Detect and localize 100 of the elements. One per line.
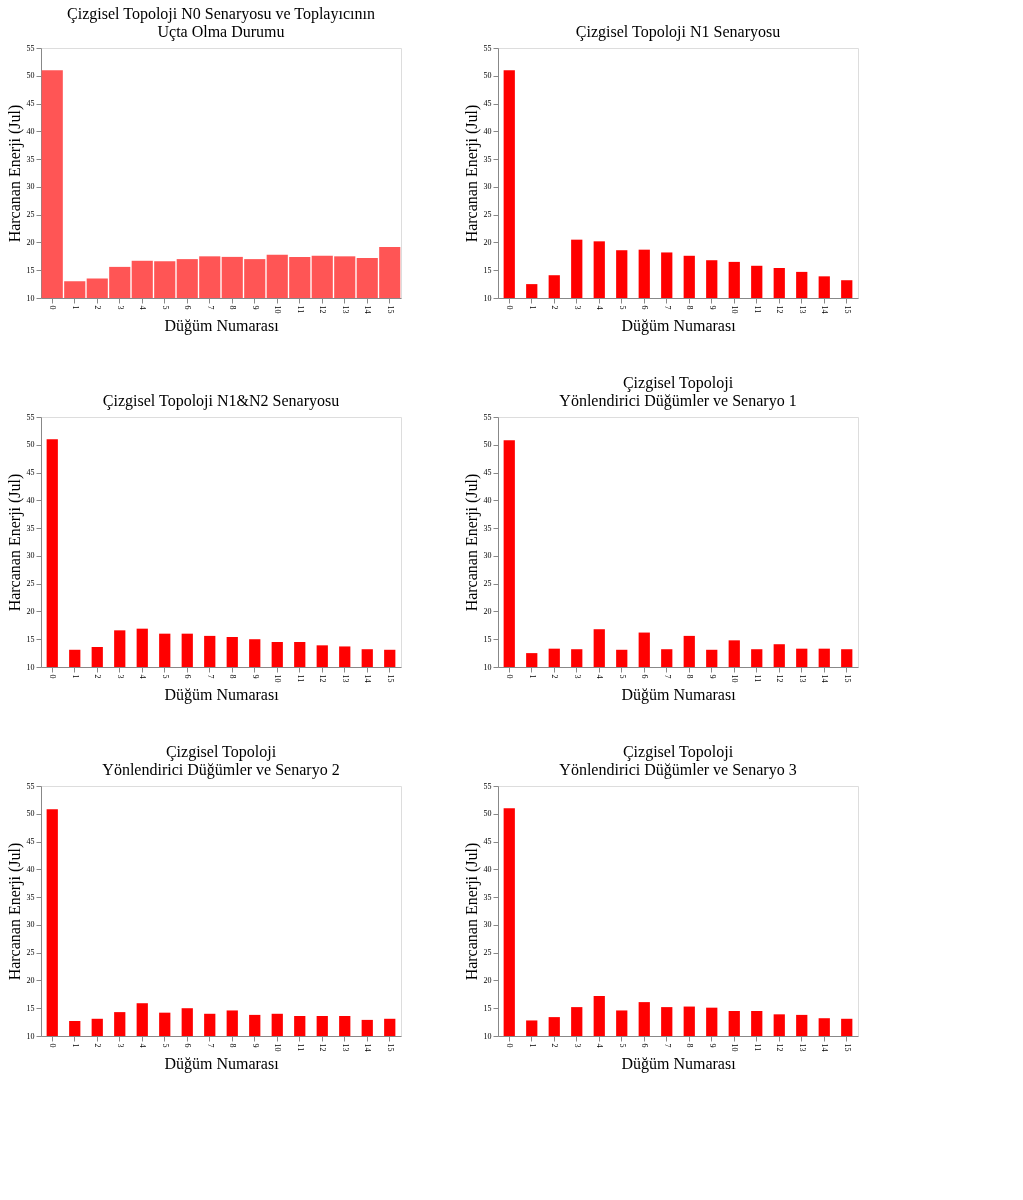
chart-title: Çizgisel Topoloji Yönlendirici Düğümler ve Senaryo 1 — [559, 374, 797, 410]
x-tick-label: 15 — [385, 305, 395, 314]
x-tick-label: 6 — [183, 1043, 193, 1048]
x-tick-label: 2 — [93, 305, 103, 310]
y-tick-label: 50 — [26, 440, 35, 450]
x-tick-label: 0 — [505, 674, 515, 679]
x-tick-label: 6 — [640, 1043, 650, 1048]
x-tick-label: 10 — [273, 305, 283, 314]
y-tick-label: 25 — [483, 579, 492, 589]
y-tick-label: 15 — [483, 265, 492, 275]
x-tick-label: 13 — [340, 674, 350, 683]
x-tick-label: 2 — [550, 305, 560, 310]
x-tick-label: 15 — [842, 674, 852, 683]
y-tick-label: 15 — [26, 1003, 35, 1013]
y-tick-label: 45 — [483, 468, 492, 478]
x-tick-label: 9 — [250, 674, 260, 679]
y-tick-label: 25 — [26, 210, 35, 220]
x-tick-label: 4 — [138, 674, 148, 679]
y-tick-label: 30 — [483, 551, 492, 561]
x-tick-label: 0 — [505, 305, 515, 310]
x-tick-label: 3 — [115, 1043, 125, 1048]
x-tick-label: 10 — [273, 1043, 283, 1052]
x-tick-label: 1 — [70, 1043, 80, 1048]
y-tick-label: 30 — [483, 182, 492, 192]
chart-title: Çizgisel Topoloji N1&N2 Senaryosu — [102, 392, 340, 410]
x-tick-label: 12 — [775, 1043, 785, 1052]
y-tick-label: 35 — [26, 154, 35, 164]
x-tick-label: 15 — [385, 1043, 395, 1052]
x-tick-label: 13 — [340, 1043, 350, 1052]
y-tick-label: 35 — [483, 523, 492, 533]
y-tick-label: 20 — [483, 975, 492, 985]
x-tick-label: 10 — [730, 674, 740, 683]
x-tick-label: 4 — [595, 674, 605, 679]
x-tick-label: 11 — [752, 305, 762, 314]
x-axis-title: Düğüm Numarası — [164, 316, 280, 335]
y-tick-label: 40 — [483, 126, 492, 136]
y-tick-label: 45 — [26, 837, 35, 847]
x-tick-label: 6 — [640, 305, 650, 310]
y-tick-label: 20 — [483, 606, 492, 616]
y-tick-label: 15 — [26, 265, 35, 275]
y-tick-label: 10 — [26, 293, 35, 303]
y-tick-label: 20 — [26, 975, 35, 985]
x-tick-label: 5 — [160, 305, 170, 310]
y-tick-label: 10 — [26, 1031, 35, 1041]
x-tick-label: 15 — [842, 305, 852, 314]
x-tick-label: 11 — [752, 674, 762, 683]
x-tick-label: 14 — [363, 674, 373, 683]
x-tick-label: 8 — [685, 674, 695, 679]
x-tick-label: 9 — [707, 305, 717, 310]
y-tick-label: 30 — [26, 920, 35, 930]
chart-title: Çizgisel Topoloji N1 Senaryosu — [575, 23, 781, 41]
y-tick-label: 35 — [26, 892, 35, 902]
x-tick-label: 4 — [138, 1043, 148, 1048]
x-tick-label: 7 — [662, 1043, 672, 1048]
x-tick-label: 12 — [318, 1043, 328, 1052]
y-tick-label: 40 — [483, 864, 492, 874]
y-tick-label: 25 — [483, 210, 492, 220]
x-tick-label: 5 — [160, 1043, 170, 1048]
chart-title: Çizgisel Topoloji Yönlendirici Düğümler ve Senaryo 2 — [102, 743, 340, 779]
x-tick-label: 7 — [662, 674, 672, 679]
x-tick-label: 11 — [295, 1043, 305, 1052]
x-axis-title: Düğüm Numarası — [621, 1054, 737, 1073]
y-tick-label: 25 — [483, 948, 492, 958]
y-tick-label: 10 — [483, 1031, 492, 1041]
y-tick-label: 50 — [26, 71, 35, 81]
x-tick-label: 13 — [797, 674, 807, 683]
x-tick-label: 10 — [273, 674, 283, 683]
y-tick-label: 55 — [26, 43, 35, 53]
x-tick-label: 6 — [640, 674, 650, 679]
x-axis-title: Düğüm Numarası — [621, 316, 737, 335]
y-tick-label: 10 — [483, 293, 492, 303]
chart-title: Çizgisel Topoloji N0 Senaryosu ve Toplayıcının Uçta Olma Durumu — [67, 5, 375, 41]
x-tick-label: 4 — [138, 305, 148, 310]
x-tick-label: 3 — [115, 674, 125, 679]
y-axis-title: Harcanan Enerji (Jul) — [462, 842, 481, 981]
x-tick-label: 12 — [318, 674, 328, 683]
y-tick-label: 20 — [26, 606, 35, 616]
y-tick-label: 40 — [26, 495, 35, 505]
y-tick-label: 40 — [26, 126, 35, 136]
y-tick-label: 55 — [26, 781, 35, 791]
x-tick-label: 13 — [797, 1043, 807, 1052]
x-tick-label: 5 — [160, 674, 170, 679]
y-tick-label: 40 — [483, 495, 492, 505]
x-tick-label: 11 — [295, 305, 305, 314]
x-tick-label: 8 — [228, 674, 238, 679]
y-axis-title: Harcanan Enerji (Jul) — [5, 473, 24, 612]
x-tick-label: 8 — [685, 305, 695, 310]
y-tick-label: 50 — [483, 440, 492, 450]
x-tick-label: 2 — [93, 674, 103, 679]
x-tick-label: 5 — [617, 1043, 627, 1048]
y-tick-label: 50 — [483, 809, 492, 819]
x-tick-label: 14 — [363, 305, 373, 314]
chart-title: Çizgisel Topoloji Yönlendirici Düğümler ve Senaryo 3 — [559, 743, 797, 779]
y-axis-title: Harcanan Enerji (Jul) — [5, 842, 24, 981]
x-tick-label: 5 — [617, 305, 627, 310]
x-tick-label: 3 — [572, 305, 582, 310]
x-tick-label: 15 — [385, 674, 395, 683]
x-tick-label: 8 — [685, 1043, 695, 1048]
y-tick-label: 50 — [26, 809, 35, 819]
x-axis-title: Düğüm Numarası — [164, 685, 280, 704]
